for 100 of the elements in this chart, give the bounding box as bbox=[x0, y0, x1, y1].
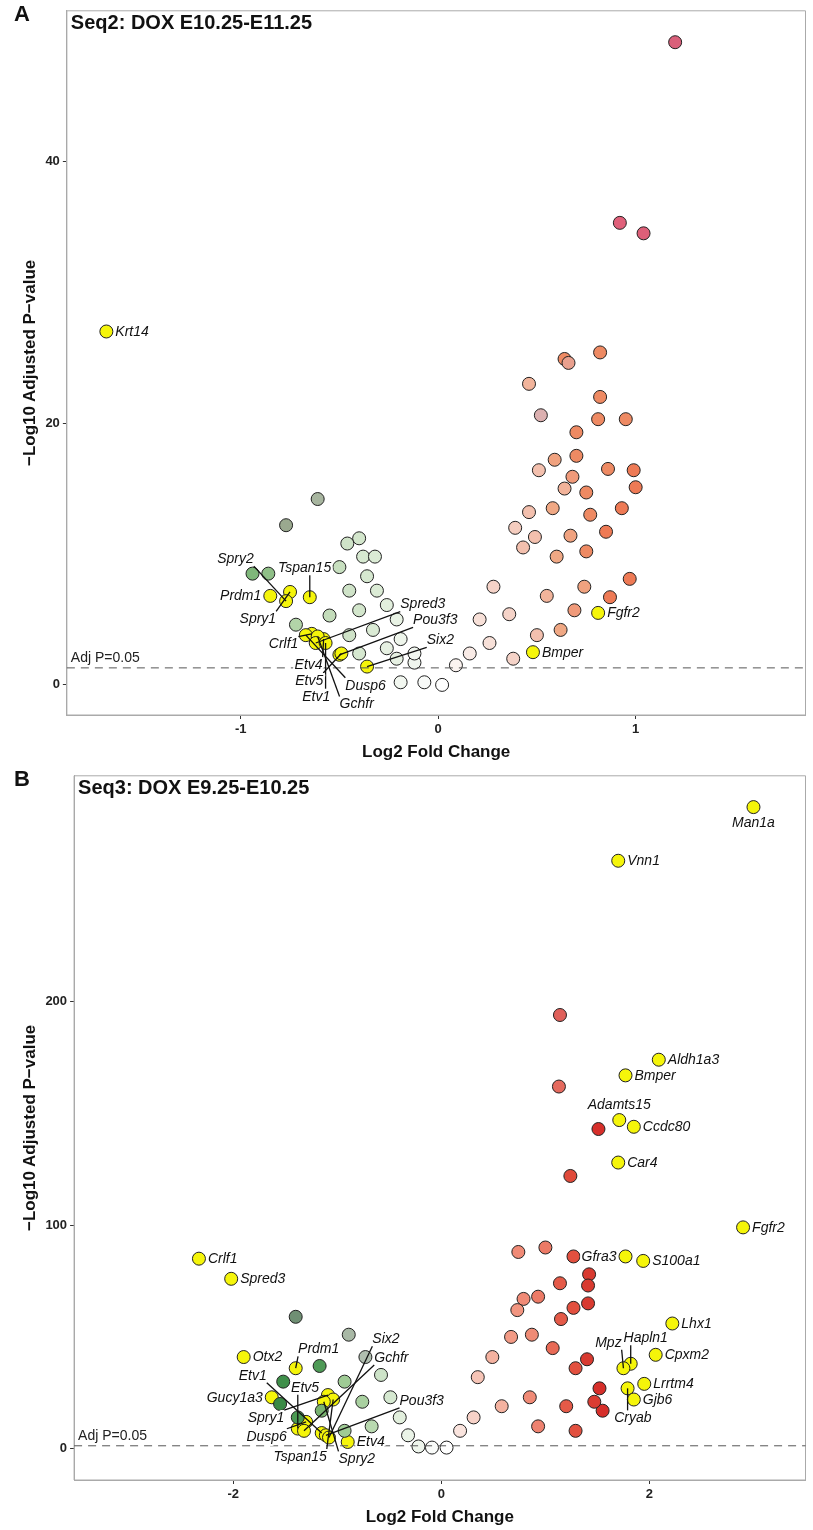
point bbox=[302, 590, 317, 605]
point bbox=[636, 1253, 651, 1268]
point bbox=[288, 1309, 303, 1324]
point bbox=[236, 1350, 251, 1365]
annotation: Car4 bbox=[627, 1153, 658, 1170]
annotation: Mpz bbox=[595, 1333, 622, 1350]
annotation: Adamts15 bbox=[586, 1095, 651, 1112]
annotation: Bmper bbox=[541, 643, 585, 660]
text: B bbox=[14, 766, 30, 792]
annotation: Fgfr2 bbox=[607, 604, 641, 621]
annotation: Prdm1 bbox=[220, 587, 262, 604]
annotation: Dusp6 bbox=[345, 676, 387, 693]
annotation: Aldh1a3 bbox=[666, 1051, 720, 1068]
point bbox=[525, 645, 540, 660]
annotation: Crlf1 bbox=[207, 1250, 238, 1267]
annotation: Gchfr bbox=[339, 695, 376, 712]
annotation: Etv5 bbox=[291, 1378, 320, 1395]
y-tick-label: 40 bbox=[45, 152, 60, 168]
annotation: Spry1 bbox=[239, 610, 277, 627]
point bbox=[637, 1376, 652, 1391]
point bbox=[439, 1440, 454, 1455]
annotation: Lhx1 bbox=[681, 1314, 712, 1331]
annotation: Gchfr bbox=[374, 1348, 410, 1365]
point bbox=[522, 1390, 537, 1405]
annotation: Fgfr2 bbox=[752, 1218, 785, 1235]
annotation: Cryab bbox=[614, 1409, 652, 1426]
point bbox=[611, 853, 626, 868]
point bbox=[559, 1399, 574, 1414]
point bbox=[276, 1374, 291, 1389]
point bbox=[552, 1008, 567, 1022]
point bbox=[616, 1361, 631, 1376]
annotation: Spry2 bbox=[338, 1450, 376, 1467]
point bbox=[297, 1423, 312, 1438]
annotation: Etv5 bbox=[295, 671, 324, 688]
point bbox=[364, 1419, 379, 1434]
annotation: Prdm1 bbox=[298, 1340, 340, 1357]
point bbox=[551, 1079, 566, 1094]
annotation: Gjb6 bbox=[642, 1390, 673, 1407]
x-tick-label: -1 bbox=[234, 721, 247, 737]
annotation: S100a1 bbox=[652, 1252, 701, 1269]
annotation: Lrrtm4 bbox=[653, 1375, 694, 1392]
annotation: Etv4 bbox=[294, 656, 323, 673]
x-tick-label: 1 bbox=[632, 721, 640, 737]
point bbox=[288, 1361, 303, 1376]
point bbox=[746, 800, 761, 815]
point bbox=[587, 1394, 602, 1409]
point bbox=[648, 1347, 663, 1362]
annotation: Otx2 bbox=[252, 1348, 283, 1365]
annotation: Pou3f3 bbox=[413, 611, 458, 628]
point bbox=[620, 1381, 635, 1396]
point bbox=[531, 1419, 546, 1434]
point bbox=[651, 1052, 666, 1067]
y-tick-label: 20 bbox=[45, 414, 60, 430]
point bbox=[504, 1329, 519, 1344]
point bbox=[595, 1403, 610, 1418]
point bbox=[580, 1352, 595, 1367]
point bbox=[99, 324, 114, 339]
point bbox=[591, 1122, 606, 1137]
point bbox=[611, 1155, 626, 1170]
point bbox=[591, 605, 606, 620]
point bbox=[626, 1392, 641, 1407]
y-tick-label: 0 bbox=[52, 676, 60, 692]
annotation: Spry2 bbox=[217, 550, 255, 567]
point bbox=[466, 1410, 481, 1425]
point bbox=[568, 1423, 583, 1438]
point bbox=[618, 1249, 633, 1264]
annotation: Adj P=0.05 bbox=[78, 1426, 148, 1443]
point bbox=[581, 1296, 596, 1311]
chart-title: Seq3: DOX E9.25-E10.25 bbox=[78, 776, 310, 799]
annotation: Pou3f3 bbox=[399, 1391, 445, 1408]
x-axis-title: Log2 Fold Change bbox=[362, 742, 511, 762]
point bbox=[424, 1440, 439, 1455]
point bbox=[531, 1289, 546, 1304]
point bbox=[612, 1113, 627, 1128]
point bbox=[592, 1381, 607, 1396]
annotation: Crlf1 bbox=[268, 635, 299, 652]
x-tick-label: 0 bbox=[437, 1486, 445, 1502]
point bbox=[485, 1350, 500, 1365]
point bbox=[626, 1119, 641, 1134]
point bbox=[470, 1370, 485, 1385]
point bbox=[273, 1396, 288, 1411]
point bbox=[563, 1168, 578, 1183]
annotation: Ccdc80 bbox=[642, 1118, 691, 1135]
point bbox=[337, 1374, 352, 1389]
point bbox=[355, 1394, 370, 1409]
annotation: Spred3 bbox=[400, 595, 446, 612]
x-tick-label: 2 bbox=[645, 1486, 654, 1502]
y-axis-title: −Log10 Adjusted P−value bbox=[19, 259, 39, 467]
annotation: Spry1 bbox=[247, 1409, 285, 1426]
annotation: Etv1 bbox=[238, 1366, 267, 1383]
y-tick-label: 0 bbox=[59, 1440, 68, 1456]
annotation: Spred3 bbox=[240, 1270, 286, 1287]
point bbox=[341, 1327, 356, 1342]
y-axis-title: −Log10 Adjusted P−value bbox=[19, 1024, 39, 1232]
point bbox=[263, 588, 278, 603]
point bbox=[618, 1068, 633, 1083]
y-tick-label: 200 bbox=[45, 993, 68, 1009]
point bbox=[411, 1439, 426, 1454]
x-axis-title: Log2 Fold Change bbox=[365, 1507, 514, 1527]
point bbox=[453, 1423, 468, 1438]
